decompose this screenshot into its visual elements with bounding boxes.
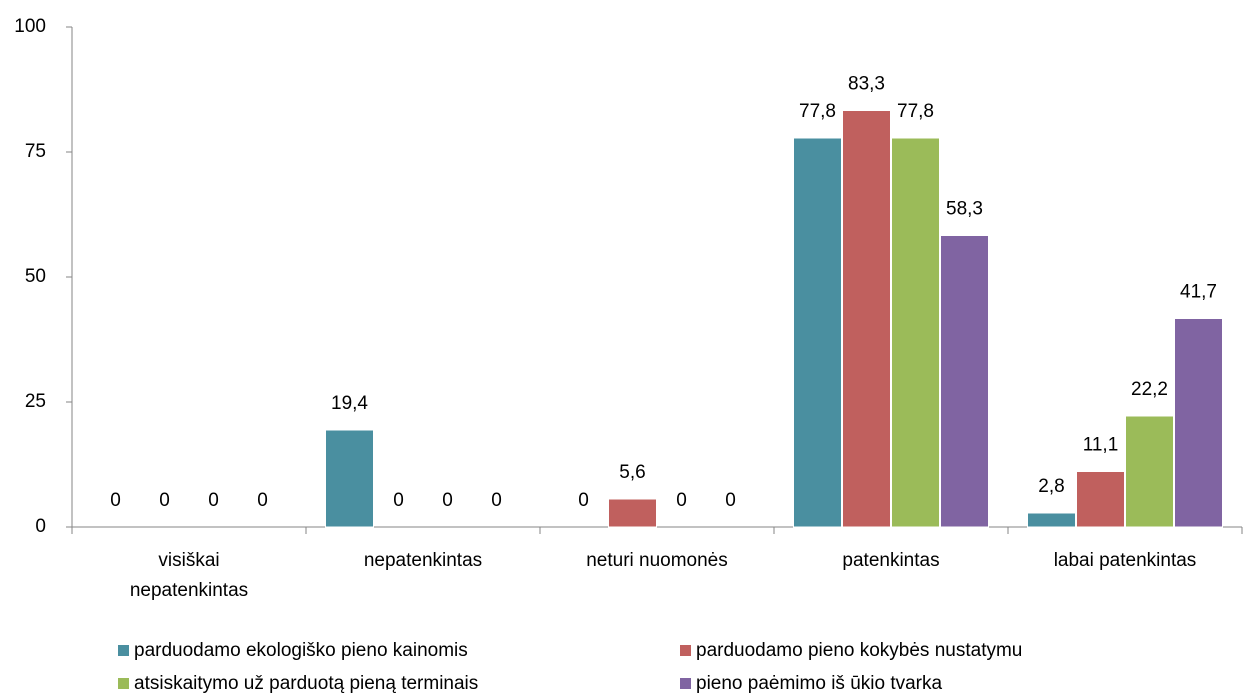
- bar: [608, 498, 657, 528]
- data-label: 2,8: [1038, 476, 1064, 497]
- bar: [1076, 471, 1125, 528]
- data-label: 83,3: [848, 74, 885, 95]
- y-tick-label: 0: [35, 516, 46, 537]
- x-tick-label: neturi nuomonės: [586, 550, 728, 571]
- data-label: 0: [578, 490, 589, 511]
- data-label: 5,6: [619, 462, 645, 483]
- x-tick-label: labai patenkintas: [1054, 550, 1197, 571]
- data-label: 19,4: [331, 393, 368, 414]
- bar: [1174, 318, 1223, 528]
- bar: [842, 110, 891, 528]
- data-label: 0: [393, 490, 404, 511]
- legend-label: parduodamo pieno kokybės nustatymu: [696, 640, 1022, 661]
- bar: [1125, 415, 1174, 528]
- bar: [891, 137, 940, 528]
- data-label: 77,8: [897, 101, 934, 122]
- bar: [940, 235, 989, 528]
- bar: [325, 429, 374, 528]
- data-label: 0: [159, 490, 170, 511]
- legend-swatch: [680, 645, 691, 656]
- legend-swatch: [680, 678, 691, 689]
- data-label: 41,7: [1180, 282, 1217, 303]
- y-tick-label: 50: [25, 266, 46, 287]
- label-line: visiškai: [158, 550, 219, 571]
- legend-label: pieno paėmimo iš ūkio tvarka: [696, 673, 942, 694]
- data-label: 0: [110, 490, 121, 511]
- legend-swatch: [118, 678, 129, 689]
- data-label: 0: [725, 490, 736, 511]
- data-label: 58,3: [946, 199, 983, 220]
- data-label: 0: [442, 490, 453, 511]
- x-tick-label: patenkintas: [842, 550, 939, 571]
- data-label: 0: [676, 490, 687, 511]
- data-label: 11,1: [1083, 435, 1119, 456]
- x-tick-label: nepatenkintas: [364, 550, 482, 571]
- label-line: nepatenkintas: [130, 580, 248, 601]
- legend-swatch: [118, 645, 129, 656]
- legend-label: atsiskaitymo už parduotą pieną terminais: [134, 673, 478, 694]
- legend-label: parduodamo ekologiško pieno kainomis: [134, 640, 468, 661]
- data-label: 0: [491, 490, 502, 511]
- data-label: 0: [208, 490, 219, 511]
- y-tick-label: 100: [14, 16, 46, 37]
- y-tick-label: 75: [25, 141, 46, 162]
- data-label: 77,8: [799, 101, 836, 122]
- y-tick-label: 25: [25, 391, 46, 412]
- x-tick-label: visiškai nepatenkintas: [130, 550, 248, 601]
- bar: [793, 137, 842, 528]
- bar: [1027, 512, 1076, 528]
- data-label: 0: [257, 490, 268, 511]
- data-label: 22,2: [1131, 379, 1168, 400]
